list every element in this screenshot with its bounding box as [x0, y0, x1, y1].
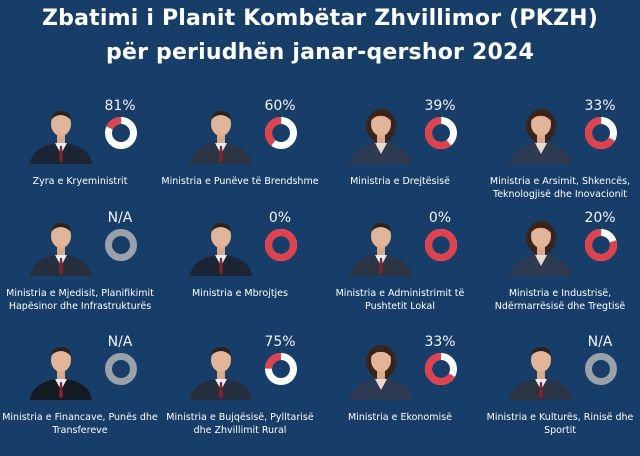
- minister-portrait: [190, 223, 252, 276]
- progress-donut: [425, 353, 457, 385]
- ministry-card: 33% Ministria e Ekonomisë: [320, 334, 480, 456]
- portrait-frame: [180, 338, 262, 400]
- ministry-card: 60% Ministria e Punëve të Brendshme: [160, 98, 320, 220]
- percent-label: 75%: [264, 334, 296, 350]
- progress-donut: [585, 353, 617, 385]
- portrait-frame: [20, 102, 102, 164]
- progress-donut: [585, 117, 617, 149]
- donut-wrap: [424, 116, 458, 150]
- ministry-name: Ministria e Mjedisit, Planifikimit Hapës…: [6, 288, 154, 312]
- percent-label: 33%: [424, 334, 456, 350]
- ministry-name: Ministria e Industrisë, Ndërmarrësisë dh…: [494, 288, 626, 312]
- percent-label: 0%: [428, 210, 452, 226]
- ministry-name: Ministria e Bujqësisë, Pylltarisë dhe Zh…: [166, 412, 314, 436]
- donut-remaining-arc: [585, 229, 617, 261]
- ministry-card: N/A Ministria e Kulturës, Rinisë dhe Spor…: [480, 334, 640, 456]
- percent-label: 20%: [584, 210, 616, 226]
- ministry-card: 0% Ministria e Mbrojtjes: [160, 210, 320, 332]
- ministry-name: Ministria e Ekonomisë: [348, 412, 452, 423]
- progress-donut: [265, 117, 297, 149]
- ministry-card: 33% Ministria e Arsimit, Shkencës, Teknol…: [480, 98, 640, 220]
- portrait-frame: [20, 214, 102, 276]
- progress-donut: [105, 117, 137, 149]
- ministry-name: Ministria e Punëve të Brendshme: [161, 176, 319, 187]
- ministry-card: N/A Ministria e Financave, Punës dhe Tran…: [0, 334, 160, 456]
- ministry-name: Zyra e Kryeministrit: [32, 176, 128, 187]
- progress-donut: [265, 229, 297, 261]
- progress-donut: [425, 229, 457, 261]
- percent-label: N/A: [107, 210, 133, 226]
- donut-wrap: [584, 352, 618, 386]
- ministry-card: 0% Ministria e Administrimit të Pushtetit…: [320, 210, 480, 332]
- portrait-frame: [500, 338, 582, 400]
- donut-remaining-arc: [425, 117, 457, 149]
- donut-remaining-arc: [425, 353, 457, 385]
- donut-wrap: [424, 228, 458, 262]
- minister-portrait: [350, 223, 412, 276]
- donut-wrap: [104, 116, 138, 150]
- donut-remaining-arc: [265, 117, 297, 149]
- donut-wrap: [264, 352, 298, 386]
- donut-remaining-arc: [425, 229, 457, 261]
- donut-wrap: [424, 352, 458, 386]
- na-ring: [585, 353, 617, 385]
- minister-portrait: [30, 347, 92, 400]
- donut-wrap: [104, 352, 138, 386]
- portrait-frame: [180, 214, 262, 276]
- minister-portrait: [350, 109, 412, 164]
- minister-portrait: [510, 347, 572, 400]
- page-subtitle: për periudhën janar-qershor 2024: [106, 40, 534, 65]
- percent-label: N/A: [587, 334, 613, 350]
- na-ring: [105, 353, 137, 385]
- donut-remaining-arc: [265, 229, 297, 261]
- na-ring: [105, 229, 137, 261]
- ministry-card: 39% Ministria e Drejtësisë: [320, 98, 480, 220]
- portrait-frame: [340, 102, 422, 164]
- portrait-frame: [340, 214, 422, 276]
- ministry-name: Ministria e Arsimit, Shkencës, Teknologj…: [489, 176, 631, 200]
- ministry-card: 20% Ministria e Industrisë, Ndërmarrësisë…: [480, 210, 640, 332]
- ministry-card: 81% Zyra e Kryeministrit: [0, 98, 160, 220]
- portrait-frame: [500, 102, 582, 164]
- page-title: Zbatimi i Planit Kombëtar Zhvillimor (PK…: [42, 6, 598, 31]
- ministry-card: 75% Ministria e Bujqësisë, Pylltarisë dhe…: [160, 334, 320, 456]
- ministry-name: Ministria e Administrimit të Pushtetit L…: [335, 288, 465, 312]
- minister-portrait: [350, 345, 412, 400]
- progress-donut: [105, 353, 137, 385]
- minister-portrait: [30, 223, 92, 276]
- percent-label: 81%: [104, 98, 136, 114]
- ministry-name: Ministria e Financave, Punës dhe Transfe…: [2, 412, 158, 436]
- portrait-frame: [500, 214, 582, 276]
- progress-donut: [265, 353, 297, 385]
- donut-wrap: [264, 116, 298, 150]
- percent-label: 33%: [584, 98, 616, 114]
- percent-label: 60%: [264, 98, 296, 114]
- donut-wrap: [264, 228, 298, 262]
- progress-donut: [105, 229, 137, 261]
- minister-portrait: [190, 347, 252, 400]
- donut-remaining-arc: [585, 117, 617, 149]
- donut-wrap: [104, 228, 138, 262]
- percent-label: N/A: [107, 334, 133, 350]
- portrait-frame: [20, 338, 102, 400]
- ministry-name: Ministria e Kulturës, Rinisë dhe Sportit: [486, 412, 634, 436]
- portrait-frame: [340, 338, 422, 400]
- percent-label: 39%: [424, 98, 456, 114]
- progress-donut: [585, 229, 617, 261]
- minister-portrait: [510, 109, 572, 164]
- minister-portrait: [510, 221, 572, 276]
- minister-portrait: [30, 111, 92, 164]
- ministry-name: Ministria e Drejtësisë: [350, 176, 450, 187]
- donut-wrap: [584, 228, 618, 262]
- ministry-card: N/A Ministria e Mjedisit, Planifikimit Ha…: [0, 210, 160, 332]
- donut-wrap: [584, 116, 618, 150]
- minister-portrait: [190, 111, 252, 164]
- ministry-name: Ministria e Mbrojtjes: [192, 288, 288, 299]
- progress-donut: [425, 117, 457, 149]
- portrait-frame: [180, 102, 262, 164]
- percent-label: 0%: [268, 210, 292, 226]
- donut-remaining-arc: [265, 353, 297, 385]
- donut-remaining-arc: [105, 117, 137, 149]
